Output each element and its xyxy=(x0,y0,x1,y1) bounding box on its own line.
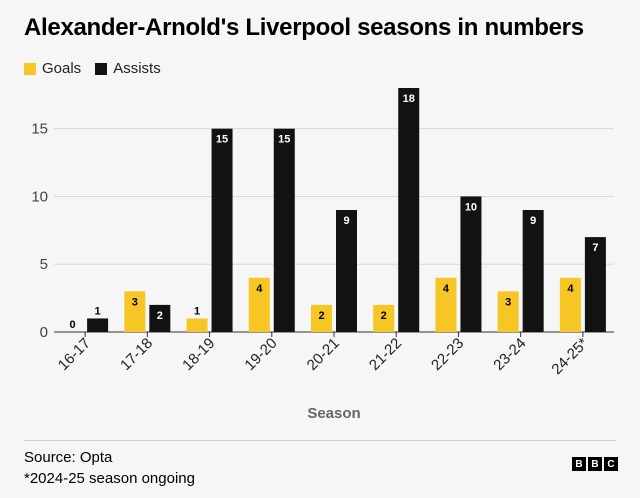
bar-assists xyxy=(522,210,544,332)
x-tick-label: 16-17 xyxy=(55,335,94,374)
legend-swatch-goals xyxy=(24,62,36,75)
bar-assists xyxy=(149,304,171,332)
bar-goals xyxy=(497,291,519,332)
x-axis-title: Season xyxy=(307,405,360,422)
legend-label-goals: Goals xyxy=(42,60,82,77)
logo-letter: C xyxy=(604,457,618,471)
x-tick-label: 23-24 xyxy=(490,335,529,374)
data-label: 2 xyxy=(157,310,163,322)
footer-divider xyxy=(24,440,616,441)
y-tick-label: 0 xyxy=(40,324,48,341)
footnote: *2024-25 season ongoing xyxy=(24,470,195,487)
bar-assists xyxy=(398,88,420,332)
bar-assists xyxy=(87,318,109,332)
logo-letter: B xyxy=(572,457,586,471)
data-label: 1 xyxy=(95,305,101,317)
chart-title: Alexander-Arnold's Liverpool seasons in … xyxy=(24,14,584,41)
legend-item-goals: Goals xyxy=(24,60,81,77)
bar-goals xyxy=(559,277,581,332)
data-label: 4 xyxy=(256,283,263,295)
legend-item-assists: Assists xyxy=(95,60,161,77)
bbc-logo: B B C xyxy=(570,457,618,471)
bar-goals xyxy=(435,277,457,332)
data-label: 7 xyxy=(592,242,598,254)
legend-label-assists: Assists xyxy=(113,60,161,77)
x-tick-label: 21-22 xyxy=(366,335,405,374)
bar-chart: 0 5 10 15 0 1 16-17 3 2 17-18 1 15 18-19 4 15 19-20 2 9 20… xyxy=(31,88,614,422)
bar-assists xyxy=(460,196,482,332)
data-label: 0 xyxy=(70,319,76,331)
x-tick-label: 17-18 xyxy=(117,335,156,374)
data-label: 15 xyxy=(278,134,290,146)
bar-goals xyxy=(124,291,146,332)
bar-goals xyxy=(373,304,395,332)
bar-goals xyxy=(186,318,208,332)
data-label: 3 xyxy=(132,296,138,308)
bar-goals xyxy=(311,304,332,332)
data-label: 2 xyxy=(381,310,387,322)
logo-letter: B xyxy=(588,457,602,471)
data-label: 4 xyxy=(567,283,574,295)
legend: Goals Assists xyxy=(24,60,175,77)
source-text: Source: Opta xyxy=(24,449,113,466)
data-label: 9 xyxy=(530,215,536,227)
data-label: 18 xyxy=(403,93,415,105)
y-tick-label: 5 xyxy=(40,256,48,273)
x-tick-label: 20-21 xyxy=(304,335,343,374)
data-label: 1 xyxy=(194,305,200,317)
bar-assists xyxy=(584,237,606,332)
bar-assists xyxy=(273,128,295,332)
data-label: 2 xyxy=(318,310,324,322)
x-tick-label: 18-19 xyxy=(179,335,218,374)
data-label: 15 xyxy=(216,134,228,146)
bar-assists xyxy=(336,210,357,332)
bar-goals xyxy=(248,277,270,332)
x-tick-label: 19-20 xyxy=(241,335,280,374)
y-tick-label: 15 xyxy=(31,121,48,138)
x-tick-label: 22-23 xyxy=(428,335,467,374)
bar-assists xyxy=(211,128,233,332)
y-tick-label: 10 xyxy=(31,188,48,205)
legend-swatch-assists xyxy=(95,62,108,75)
data-label: 4 xyxy=(443,283,450,295)
x-tick-label: 24-25* xyxy=(548,335,591,378)
data-label: 10 xyxy=(465,201,477,213)
data-label: 9 xyxy=(343,215,349,227)
data-label: 3 xyxy=(505,296,511,308)
